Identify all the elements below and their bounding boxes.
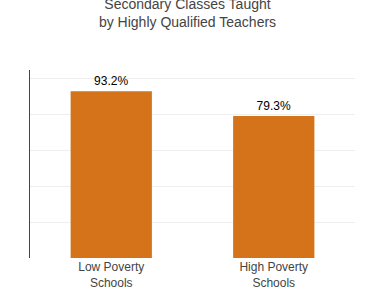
svg-text:Low PovertySchools: Low PovertySchools <box>78 260 144 290</box>
svg-text:Secondary Classes Taughtby Hig: Secondary Classes Taughtby Highly Qualif… <box>99 0 276 30</box>
svg-text:93.2%: 93.2% <box>94 74 128 88</box>
svg-text:79.3%: 79.3% <box>257 99 291 113</box>
svg-text:High PovertySchools: High PovertySchools <box>239 260 308 290</box>
